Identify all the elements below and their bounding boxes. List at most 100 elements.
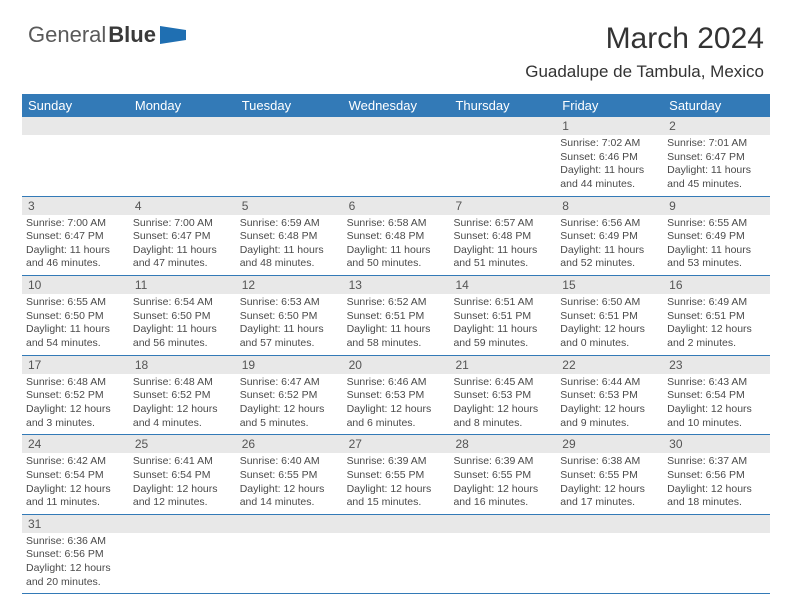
day-cell: Sunrise: 6:50 AMSunset: 6:51 PMDaylight:… <box>556 294 663 355</box>
sunrise-text: Sunrise: 6:55 AM <box>26 296 125 310</box>
day-cell: Sunrise: 6:54 AMSunset: 6:50 PMDaylight:… <box>129 294 236 355</box>
day-header: Tuesday <box>236 94 343 117</box>
day-number-row: 3456789 <box>22 197 770 215</box>
day-header: Saturday <box>663 94 770 117</box>
day-number: 19 <box>236 356 343 374</box>
day-cell <box>236 135 343 196</box>
day-cell <box>343 135 450 196</box>
daylight-text: Daylight: 11 hours and 57 minutes. <box>240 323 339 350</box>
day-number: 18 <box>129 356 236 374</box>
day-cell: Sunrise: 6:53 AMSunset: 6:50 PMDaylight:… <box>236 294 343 355</box>
day-number: 9 <box>663 197 770 215</box>
sunset-text: Sunset: 6:55 PM <box>560 469 659 483</box>
daylight-text: Daylight: 12 hours and 2 minutes. <box>667 323 766 350</box>
sunrise-text: Sunrise: 6:42 AM <box>26 455 125 469</box>
day-cell <box>343 533 450 594</box>
daylight-text: Daylight: 12 hours and 20 minutes. <box>26 562 125 589</box>
day-info: Sunrise: 7:01 AMSunset: 6:47 PMDaylight:… <box>667 137 766 192</box>
sunset-text: Sunset: 6:50 PM <box>240 310 339 324</box>
title-block: March 2024 Guadalupe de Tambula, Mexico <box>525 22 764 82</box>
daylight-text: Daylight: 12 hours and 18 minutes. <box>667 483 766 510</box>
day-info: Sunrise: 6:45 AMSunset: 6:53 PMDaylight:… <box>453 376 552 431</box>
day-cell <box>663 533 770 594</box>
sunrise-text: Sunrise: 6:44 AM <box>560 376 659 390</box>
sunset-text: Sunset: 6:53 PM <box>560 389 659 403</box>
month-title: March 2024 <box>525 22 764 56</box>
day-cell: Sunrise: 6:52 AMSunset: 6:51 PMDaylight:… <box>343 294 450 355</box>
day-number: 20 <box>343 356 450 374</box>
day-info: Sunrise: 6:57 AMSunset: 6:48 PMDaylight:… <box>453 217 552 272</box>
day-info: Sunrise: 6:37 AMSunset: 6:56 PMDaylight:… <box>667 455 766 510</box>
day-info: Sunrise: 6:53 AMSunset: 6:50 PMDaylight:… <box>240 296 339 351</box>
day-info: Sunrise: 6:49 AMSunset: 6:51 PMDaylight:… <box>667 296 766 351</box>
day-cell: Sunrise: 6:40 AMSunset: 6:55 PMDaylight:… <box>236 453 343 514</box>
sunset-text: Sunset: 6:55 PM <box>347 469 446 483</box>
sunset-text: Sunset: 6:55 PM <box>453 469 552 483</box>
daylight-text: Daylight: 12 hours and 8 minutes. <box>453 403 552 430</box>
day-number: 5 <box>236 197 343 215</box>
sunrise-text: Sunrise: 6:48 AM <box>133 376 232 390</box>
day-cell <box>129 533 236 594</box>
sunrise-text: Sunrise: 6:53 AM <box>240 296 339 310</box>
day-number: 30 <box>663 435 770 453</box>
day-cell: Sunrise: 6:48 AMSunset: 6:52 PMDaylight:… <box>22 374 129 435</box>
day-info: Sunrise: 6:39 AMSunset: 6:55 PMDaylight:… <box>453 455 552 510</box>
day-number: 21 <box>449 356 556 374</box>
sunset-text: Sunset: 6:50 PM <box>26 310 125 324</box>
sunset-text: Sunset: 6:50 PM <box>133 310 232 324</box>
sunrise-text: Sunrise: 6:36 AM <box>26 535 125 549</box>
day-cell: Sunrise: 6:49 AMSunset: 6:51 PMDaylight:… <box>663 294 770 355</box>
day-number: 16 <box>663 276 770 294</box>
day-cell: Sunrise: 6:41 AMSunset: 6:54 PMDaylight:… <box>129 453 236 514</box>
day-number: 1 <box>556 117 663 135</box>
sunset-text: Sunset: 6:55 PM <box>240 469 339 483</box>
calendar-grid: SundayMondayTuesdayWednesdayThursdayFrid… <box>22 94 770 594</box>
day-cell: Sunrise: 6:43 AMSunset: 6:54 PMDaylight:… <box>663 374 770 435</box>
week-row: Sunrise: 7:00 AMSunset: 6:47 PMDaylight:… <box>22 215 770 277</box>
daylight-text: Daylight: 12 hours and 6 minutes. <box>347 403 446 430</box>
day-info: Sunrise: 6:55 AMSunset: 6:49 PMDaylight:… <box>667 217 766 272</box>
daylight-text: Daylight: 12 hours and 12 minutes. <box>133 483 232 510</box>
day-number-row: 17181920212223 <box>22 356 770 374</box>
sunrise-text: Sunrise: 6:51 AM <box>453 296 552 310</box>
sunrise-text: Sunrise: 6:47 AM <box>240 376 339 390</box>
day-number <box>129 515 236 533</box>
daylight-text: Daylight: 12 hours and 3 minutes. <box>26 403 125 430</box>
sunrise-text: Sunrise: 6:54 AM <box>133 296 232 310</box>
sunset-text: Sunset: 6:52 PM <box>240 389 339 403</box>
day-number-row: 24252627282930 <box>22 435 770 453</box>
day-number-row: 31 <box>22 515 770 533</box>
day-number-row: 12 <box>22 117 770 135</box>
day-number: 25 <box>129 435 236 453</box>
day-number: 31 <box>22 515 129 533</box>
day-cell: Sunrise: 6:59 AMSunset: 6:48 PMDaylight:… <box>236 215 343 276</box>
day-cell: Sunrise: 6:37 AMSunset: 6:56 PMDaylight:… <box>663 453 770 514</box>
day-info: Sunrise: 6:52 AMSunset: 6:51 PMDaylight:… <box>347 296 446 351</box>
day-number: 28 <box>449 435 556 453</box>
day-number: 12 <box>236 276 343 294</box>
daylight-text: Daylight: 11 hours and 59 minutes. <box>453 323 552 350</box>
daylight-text: Daylight: 11 hours and 58 minutes. <box>347 323 446 350</box>
day-number: 8 <box>556 197 663 215</box>
day-number: 15 <box>556 276 663 294</box>
sunrise-text: Sunrise: 7:02 AM <box>560 137 659 151</box>
day-number <box>663 515 770 533</box>
day-number <box>129 117 236 135</box>
day-info: Sunrise: 6:58 AMSunset: 6:48 PMDaylight:… <box>347 217 446 272</box>
sunrise-text: Sunrise: 6:38 AM <box>560 455 659 469</box>
daylight-text: Daylight: 11 hours and 48 minutes. <box>240 244 339 271</box>
day-info: Sunrise: 7:02 AMSunset: 6:46 PMDaylight:… <box>560 137 659 192</box>
daylight-text: Daylight: 11 hours and 56 minutes. <box>133 323 232 350</box>
sunset-text: Sunset: 6:47 PM <box>26 230 125 244</box>
day-info: Sunrise: 6:36 AMSunset: 6:56 PMDaylight:… <box>26 535 125 590</box>
day-cell <box>129 135 236 196</box>
day-cell: Sunrise: 6:48 AMSunset: 6:52 PMDaylight:… <box>129 374 236 435</box>
day-cell: Sunrise: 6:42 AMSunset: 6:54 PMDaylight:… <box>22 453 129 514</box>
day-info: Sunrise: 6:48 AMSunset: 6:52 PMDaylight:… <box>26 376 125 431</box>
day-info: Sunrise: 7:00 AMSunset: 6:47 PMDaylight:… <box>26 217 125 272</box>
sunset-text: Sunset: 6:48 PM <box>453 230 552 244</box>
day-number: 7 <box>449 197 556 215</box>
day-cell: Sunrise: 6:58 AMSunset: 6:48 PMDaylight:… <box>343 215 450 276</box>
day-number: 27 <box>343 435 450 453</box>
logo-text-first: General <box>28 22 106 48</box>
